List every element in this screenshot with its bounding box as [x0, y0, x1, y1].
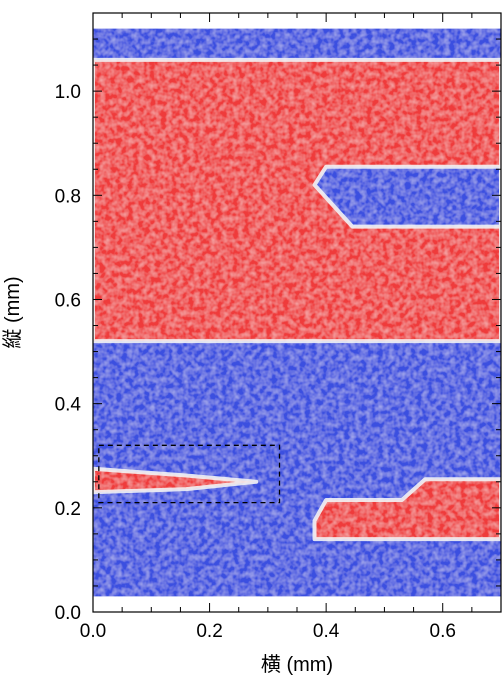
y-tick-label: 0.4 — [55, 395, 82, 416]
y-tick-label: 0.0 — [55, 603, 81, 624]
domain-boundaries — [93, 57, 501, 542]
dashed-selection-box — [98, 444, 281, 504]
domain-blue-1 — [314, 166, 501, 227]
heatmap-image — [93, 28, 501, 597]
axis-ticks — [92, 12, 502, 613]
domain-red-3 — [314, 479, 501, 540]
x-tick-label: 0.4 — [313, 621, 340, 642]
x-axis-title: 横 (mm) — [261, 653, 333, 676]
domain-wall-1 — [312, 164, 501, 229]
domain-wall-3 — [312, 477, 501, 542]
y-tick-labels: 0.0 0.2 0.4 0.6 0.8 1.0 — [55, 82, 82, 624]
annotation-layer — [98, 444, 281, 504]
x-tick-label: 0.0 — [80, 621, 106, 642]
domain-wall-2 — [93, 466, 259, 495]
x-tick-labels: 0.0 0.2 0.4 0.6 — [80, 621, 456, 642]
y-tick-label: 0.2 — [55, 499, 81, 520]
y-axis-title: 縦 (mm) — [1, 276, 24, 348]
domain-red-2 — [93, 468, 257, 493]
y-tick-label: 0.8 — [55, 186, 81, 207]
y-tick-label: 0.6 — [55, 290, 81, 311]
y-tick-label: 1.0 — [55, 82, 81, 103]
x-tick-label: 0.6 — [430, 621, 456, 642]
x-tick-label: 0.2 — [196, 621, 222, 642]
domain-red-0 — [93, 59, 501, 342]
domain-wall-0 — [93, 57, 501, 344]
